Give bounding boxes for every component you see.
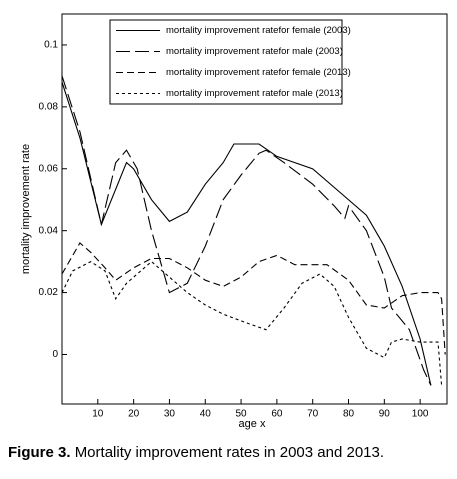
x-tick-label: 20 [128,409,140,420]
caption-label: Figure 3. [8,444,71,461]
y-tick-label: 0 [52,349,58,360]
x-tick-label: 70 [307,409,319,420]
x-axis-label: age x [239,418,266,430]
series-line [61,81,432,386]
plot-frame [61,13,448,405]
x-tick-label: 40 [200,409,212,420]
y-tick-label: 0.02 [39,287,59,298]
legend-label: mortality improvement ratefor male (2003… [166,46,343,57]
x-tick-label: 10 [92,409,104,420]
y-tick-label: 0.06 [39,163,59,174]
series-line [61,260,443,386]
y-tick-label: 0.04 [39,225,59,236]
series-line [61,75,432,386]
x-tick-label: 60 [271,409,283,420]
series-line [61,242,446,355]
y-axis-label: mortality improvement rate [20,144,32,274]
y-tick-label: 0.08 [39,101,59,112]
caption-text: Mortality improvement rates in 2003 and … [75,444,384,461]
legend-label: mortality improvement ratefor female (20… [166,25,351,36]
caption: Figure 3. Mortality improvement rates in… [8,444,384,461]
x-tick-label: 90 [379,409,391,420]
legend-label: mortality improvement ratefor male (2013… [166,88,343,99]
legend-box [109,19,343,105]
y-tick-label: 0.1 [44,40,58,51]
x-tick-label: 80 [343,409,355,420]
x-tick-label: 30 [164,409,176,420]
legend-label: mortality improvement ratefor female (20… [166,67,351,78]
x-tick-label: 50 [236,409,248,420]
x-tick-label: 100 [412,409,429,420]
